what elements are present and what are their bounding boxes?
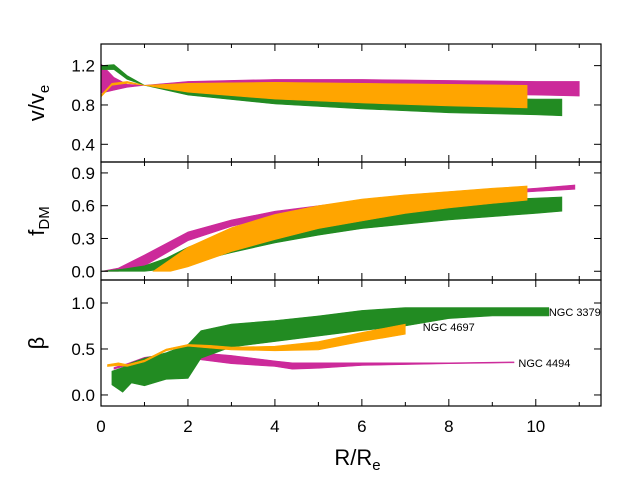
anisotropy-panel-frame bbox=[100, 279, 602, 407]
anisotropy-annotation-ngc-4697: NGC 4697 bbox=[423, 322, 475, 334]
xtick-label: 6 bbox=[357, 417, 366, 436]
anisotropy-band-ngc-4697 bbox=[107, 323, 406, 367]
dm_fraction-ylabel-main: f bbox=[24, 229, 49, 236]
anisotropy-ylabel: β bbox=[24, 337, 49, 350]
velocity-ylabel-main: v/v bbox=[24, 93, 49, 121]
xlabel-sub: e bbox=[372, 457, 380, 474]
anisotropy-ytick-label: 1.0 bbox=[71, 294, 95, 313]
anisotropy-annotation-ngc-3379: NGC 3379 bbox=[549, 307, 601, 319]
anisotropy-ylabel-main: β bbox=[24, 337, 49, 350]
dm_fraction-ytick-label: 0.6 bbox=[71, 197, 95, 216]
anisotropy-ytick-label: 0.0 bbox=[71, 386, 95, 405]
dm_fraction-ylabel: fDM bbox=[24, 206, 53, 235]
dm_fraction-ylabel-sub: DM bbox=[36, 206, 53, 229]
dm_fraction-ytick-label: 0.3 bbox=[71, 229, 95, 248]
velocity-ytick-label: 1.2 bbox=[71, 57, 95, 76]
bands-layer bbox=[101, 63, 580, 393]
velocity-ytick-label: 0.4 bbox=[71, 135, 95, 154]
xtick-label: 2 bbox=[183, 417, 192, 436]
anisotropy-annotation-ngc-4494: NGC 4494 bbox=[518, 358, 570, 370]
anisotropy-ytick-label: 0.5 bbox=[71, 340, 95, 359]
dm_fraction-band-ngc-4494 bbox=[101, 184, 576, 272]
velocity-ytick-label: 0.8 bbox=[71, 96, 95, 115]
xtick-label: 10 bbox=[526, 417, 545, 436]
velocity-band-ngc-4697 bbox=[101, 81, 528, 109]
xtick-label: 8 bbox=[444, 417, 453, 436]
dm_fraction-ytick-label: 0.9 bbox=[71, 164, 95, 183]
dm_fraction-band-ngc-4697 bbox=[152, 185, 528, 272]
xlabel: R/Re bbox=[334, 445, 380, 474]
xtick-label: 4 bbox=[270, 417, 279, 436]
velocity-ylabel: v/ve bbox=[24, 85, 53, 121]
velocity-ylabel-sub: e bbox=[36, 85, 53, 93]
anisotropy-band-ngc-3379 bbox=[111, 307, 550, 393]
axes-layer bbox=[100, 43, 602, 407]
dm_fraction-ytick-label: 0.0 bbox=[71, 262, 95, 281]
xlabel-main: R/R bbox=[334, 445, 372, 470]
labels-layer: 0.40.81.2v/ve0.00.30.60.9fDM0.00.51.0βNG… bbox=[24, 57, 601, 474]
xtick-label: 0 bbox=[96, 417, 105, 436]
